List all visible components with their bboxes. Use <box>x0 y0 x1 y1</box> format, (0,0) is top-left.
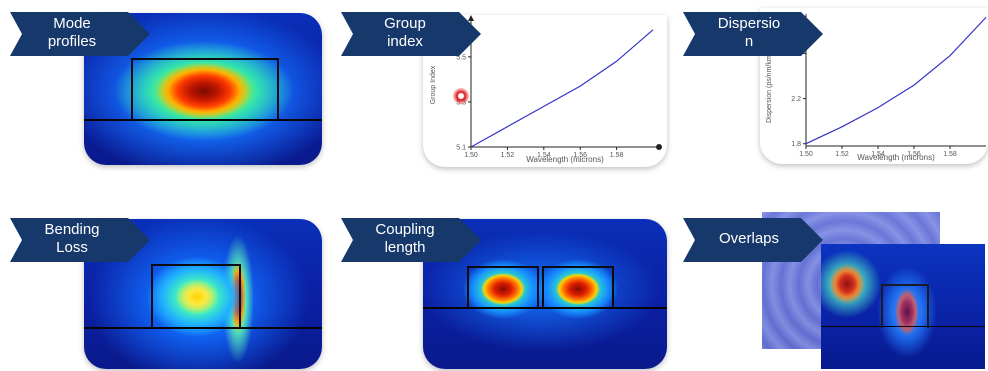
x-tick-label: 1.50 <box>799 151 813 158</box>
overlap-waveguide-core <box>881 284 929 328</box>
dispersion-chart: 1.501.521.541.561.581.82.22.6 Wavelength… <box>766 14 987 162</box>
badge-arrow-shape <box>10 218 150 262</box>
substrate-line <box>84 327 322 329</box>
badge-line-2: length <box>384 239 426 256</box>
badge-overlaps: Overlaps <box>683 218 823 262</box>
y-axis-label: Dispersion (ps/nm/km) <box>766 53 773 123</box>
badge-line-2: profiles <box>47 33 97 50</box>
badge-arrow-shape <box>683 218 823 262</box>
badge-arrow-shape <box>683 12 823 56</box>
y-axis-arrow <box>468 15 474 21</box>
x-tick-label: 1.56 <box>573 152 587 159</box>
y-tick-label: 5.1 <box>456 145 466 152</box>
highlight-marker <box>453 88 469 104</box>
y-tick-label: 5.5 <box>456 54 466 61</box>
badge-line-1: Mode <box>53 15 91 32</box>
badge-line-1: Dispersio <box>717 15 781 32</box>
group-index-chart: 1.501.521.541.561.585.15.35.5 Wavelength… <box>430 15 662 164</box>
substrate-line <box>84 119 322 121</box>
y-tick-label: 2.2 <box>791 96 801 103</box>
badge-arrow-shape <box>341 12 481 56</box>
substrate-line <box>821 326 985 327</box>
overlap-front-field <box>821 244 985 369</box>
badge-arrow-shape <box>10 12 150 56</box>
x-tick-label: 1.54 <box>871 151 885 158</box>
x-axis-end-marker <box>656 144 662 150</box>
bent-waveguide-core <box>151 264 241 329</box>
badge-line-2: n <box>744 33 754 50</box>
x-tick-label: 1.52 <box>501 152 515 159</box>
waveguide-core-left <box>467 266 539 308</box>
badge-line-2: index <box>387 33 423 50</box>
y-tick-label: 1.8 <box>791 141 801 148</box>
badge-line-1: Group <box>384 15 426 32</box>
badge-mode-profiles: Mode profiles <box>10 12 150 56</box>
dispersion-series-line <box>805 16 987 145</box>
badge-dispersion: Dispersio n <box>683 12 823 56</box>
x-axis-label: Wavelength (microns) <box>526 155 604 164</box>
badge-line-1: Overlaps <box>718 230 780 247</box>
x-tick-label: 1.52 <box>835 151 849 158</box>
substrate-line <box>423 307 667 309</box>
badge-group-index: Group index <box>341 12 481 56</box>
badge-line-1: Bending <box>44 221 100 238</box>
badge-arrow-shape <box>341 218 481 262</box>
y-axis-label: Group Index <box>430 65 437 104</box>
badge-coupling-length: Coupling length <box>341 218 481 262</box>
badge-line-2: Loss <box>56 239 88 256</box>
x-tick-label: 1.50 <box>464 152 478 159</box>
x-tick-label: 1.58 <box>610 152 624 159</box>
x-axis-label: Wavelength (microns) <box>857 153 935 162</box>
x-tick-label: 1.56 <box>907 151 921 158</box>
waveguide-core-right <box>542 266 614 308</box>
x-tick-label: 1.58 <box>943 151 957 158</box>
badge-bending-loss: Bending Loss <box>10 218 150 262</box>
group-index-series-line <box>470 29 654 148</box>
x-tick-label: 1.54 <box>537 152 551 159</box>
waveguide-core <box>131 58 279 120</box>
badge-line-1: Coupling <box>375 221 435 238</box>
